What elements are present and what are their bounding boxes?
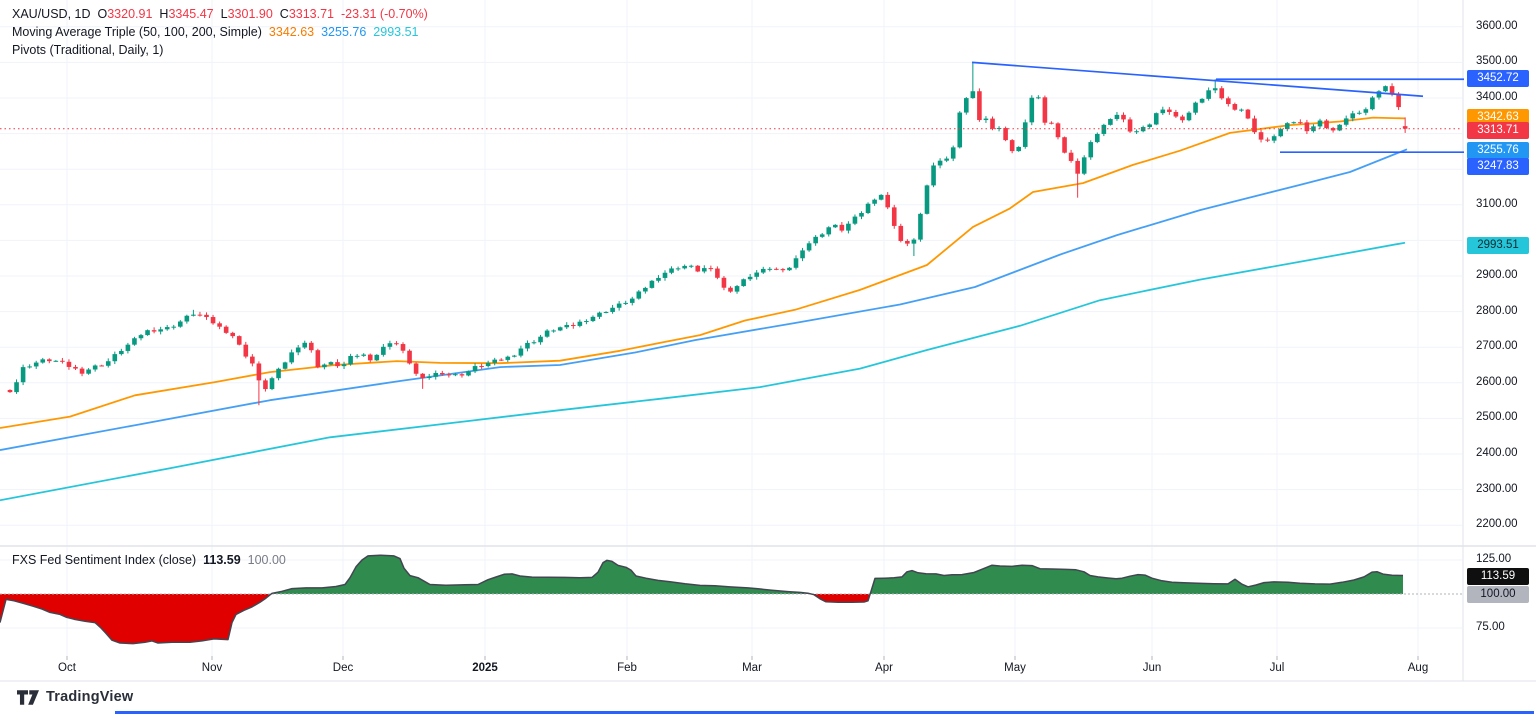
price-axis-label: 3500.00 (1476, 55, 1518, 67)
sub-legend: FXS Fed Sentiment Index (close) 113.59 1… (12, 551, 286, 569)
price-axis-label: 3400.00 (1476, 91, 1518, 103)
price-axis-label: 2300.00 (1476, 483, 1518, 495)
time-axis-label: Nov (201, 662, 223, 674)
price-axis-label: 3100.00 (1476, 198, 1518, 210)
price-axis[interactable]: 3600.00 3500.00 3400.00 3100.00 2900.00 2800.… (1464, 0, 1536, 682)
ma-indicator-row: Moving Average Triple (50, 100, 200, Sim… (12, 23, 428, 41)
main-legend: XAU/USD, 1D O3320.91 H3345.47 L3301.90 C… (12, 5, 428, 59)
price-badge: 3452.72 (1467, 69, 1529, 87)
price-axis-label: 2900.00 (1476, 269, 1518, 281)
time-axis-label: Dec (332, 662, 354, 674)
ohlc-close: C3313.71 (279, 7, 334, 21)
symbol-title: XAU/USD, 1D (12, 7, 91, 21)
price-axis-label: 2800.00 (1476, 305, 1518, 317)
symbol-ohlc-row: XAU/USD, 1D O3320.91 H3345.47 L3301.90 C… (12, 5, 428, 23)
ma200-value: 2993.51 (373, 25, 419, 39)
ma100-value: 3255.76 (321, 25, 367, 39)
sentiment-baseline-value: 100.00 (247, 553, 286, 567)
ma50-value: 3342.63 (268, 25, 315, 39)
pane-separators (0, 0, 1536, 682)
time-axis-label: Apr (875, 662, 893, 674)
price-badge: 113.59 (1467, 567, 1529, 585)
price-axis-label: 2600.00 (1476, 376, 1518, 388)
ohlc-open: O3320.91 (97, 7, 153, 21)
tradingview-logo[interactable]: TradingView (17, 689, 133, 705)
price-axis-label: 2400.00 (1476, 447, 1518, 459)
sentiment-indicator-row: FXS Fed Sentiment Index (close) 113.59 1… (12, 551, 286, 569)
time-axis-label: Aug (1407, 662, 1429, 674)
ohlc-low: L3301.90 (220, 7, 273, 21)
sentiment-indicator-title: FXS Fed Sentiment Index (close) (12, 553, 197, 567)
price-axis-label: 75.00 (1476, 621, 1505, 633)
sentiment-line (0, 554, 1404, 645)
change-value: -23.31 (-0.70%) (341, 7, 428, 21)
price-axis-label: 125.00 (1476, 553, 1512, 565)
ma-sma100-line (0, 148, 1408, 451)
pivots-indicator-row: Pivots (Traditional, Daily, 1) (12, 41, 428, 59)
ohlc-high: H3345.47 (159, 7, 214, 21)
price-badge: 3313.71 (1467, 121, 1529, 139)
descending-trendline[interactable] (971, 61, 1424, 98)
sentiment-area-negative (0, 594, 1403, 644)
sentiment-value: 113.59 (203, 553, 241, 567)
price-axis-label: 2500.00 (1476, 411, 1518, 423)
time-axis[interactable]: Oct Nov Dec 2025 Feb Mar Apr May Jun Jul Aug (0, 660, 1462, 682)
tradingview-label: TradingView (46, 689, 134, 705)
price-badge: 3255.76 (1467, 141, 1529, 159)
time-axis-label: Jul (1269, 662, 1285, 674)
time-axis-label: Oct (58, 662, 76, 674)
price-badge: 3342.63 (1467, 108, 1529, 126)
price-axis-label: 3600.00 (1476, 20, 1518, 32)
time-axis-label: Mar (742, 662, 762, 674)
ma-sma200-line (0, 241, 1406, 502)
ma-indicator-title: Moving Average Triple (50, 100, 200, Sim… (12, 25, 262, 39)
time-axis-label: Jun (1142, 662, 1162, 674)
ma-sma50-line (0, 116, 1406, 429)
candlestick-series (7, 62, 1408, 406)
price-axis-label: 2700.00 (1476, 340, 1518, 352)
tradingview-icon (17, 689, 39, 705)
time-axis-label: May (1004, 662, 1026, 674)
price-badge: 100.00 (1467, 585, 1529, 603)
price-axis-label: 2200.00 (1476, 518, 1518, 530)
price-badge: 3247.83 (1467, 157, 1529, 175)
sentiment-area-positive (0, 555, 1403, 594)
pivots-indicator-title: Pivots (Traditional, Daily, 1) (12, 43, 164, 57)
price-badge: 2993.51 (1467, 236, 1529, 254)
bottom-accent-bar (115, 711, 1534, 714)
time-axis-label: 2025 (472, 662, 498, 674)
time-axis-label: Feb (617, 662, 637, 674)
